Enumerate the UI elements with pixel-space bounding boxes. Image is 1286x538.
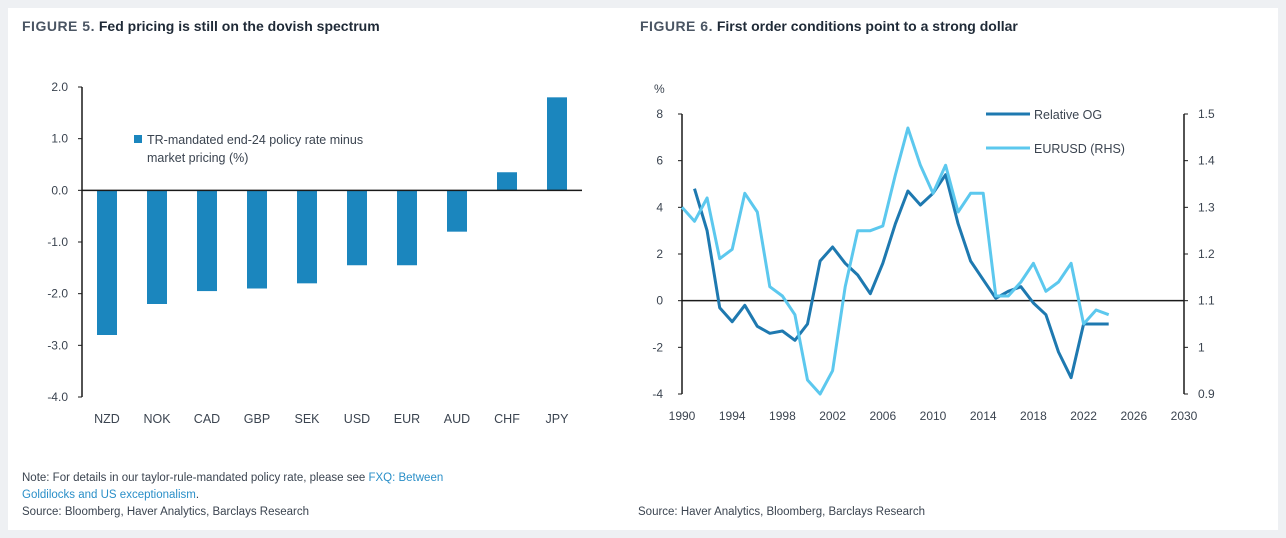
x-tick-label: 2002 xyxy=(819,409,846,423)
right-y-tick-label: 1.4 xyxy=(1198,154,1215,168)
note-suffix: . xyxy=(195,489,200,501)
bar-nok xyxy=(147,190,167,304)
right-y-tick-label: 1 xyxy=(1198,340,1205,354)
bar-jpy xyxy=(547,97,567,191)
figure5-source: Source: Bloomberg, Haver Analytics, Barc… xyxy=(22,506,309,518)
x-tick-label: 1998 xyxy=(769,409,796,423)
x-tick-label: 2030 xyxy=(1171,409,1198,423)
y-tick-label: -1.0 xyxy=(47,235,68,249)
left-y-tick-label: 2 xyxy=(656,247,663,261)
x-tick-label: 1994 xyxy=(719,409,746,423)
left-y-tick-label: 8 xyxy=(656,107,663,121)
figure5-label: FIGURE 5. xyxy=(22,18,95,34)
x-tick-label: 2010 xyxy=(920,409,947,423)
right-y-tick-label: 1.5 xyxy=(1198,107,1215,121)
y-tick-label: 2.0 xyxy=(51,80,68,94)
x-tick-label: 2014 xyxy=(970,409,997,423)
series-line-eurusd-rhs xyxy=(680,126,1110,396)
figure6-source: Source: Haver Analytics, Bloomberg, Barc… xyxy=(638,506,925,518)
figure5-note: Note: For details in our taylor-rule-man… xyxy=(22,470,602,521)
y-tick-label: -3.0 xyxy=(47,338,68,352)
right-y-tick-label: 1.1 xyxy=(1198,294,1215,308)
series-line-relative-og xyxy=(693,173,1109,380)
y-tick-label: 0.0 xyxy=(51,183,68,197)
left-y-tick-label: 4 xyxy=(656,200,663,214)
x-tick-label: 2022 xyxy=(1070,409,1097,423)
x-tick-label-aud: AUD xyxy=(444,412,470,426)
figure5-legend: TR-mandated end-24 policy rate minus mar… xyxy=(134,133,363,165)
note-link-part2[interactable]: Goldilocks and US exceptionalism xyxy=(22,489,196,501)
figure5-bar-chart: 2.0 1.0 0.0 -1.0 -2.0 -3.0 -4.0 NZD NOK CAD GBP SEK… xyxy=(47,80,582,426)
figure6-title-text: First order conditions point to a strong… xyxy=(716,18,1018,34)
x-tick-label: 1990 xyxy=(669,409,696,423)
bar-aud xyxy=(447,190,467,232)
right-y-tick-label: 0.9 xyxy=(1198,387,1215,401)
x-tick-label-eur: EUR xyxy=(394,412,420,426)
right-y-tick-label: 1.3 xyxy=(1198,200,1215,214)
bar-sek xyxy=(297,190,317,284)
x-tick-label-gbp: GBP xyxy=(244,412,270,426)
y-tick-label: -2.0 xyxy=(47,287,68,301)
left-y-tick-label: 0 xyxy=(656,294,663,308)
figure6-legend: Relative OG EURUSD (RHS) xyxy=(986,108,1125,156)
x-tick-label: 2006 xyxy=(869,409,896,423)
legend-line-1: TR-mandated end-24 policy rate minus xyxy=(147,133,363,147)
figure6-title: FIGURE 6. First order conditions point t… xyxy=(640,18,1018,34)
right-y-tick-label: 1.2 xyxy=(1198,247,1215,261)
figure5-title: FIGURE 5. Fed pricing is still on the do… xyxy=(22,18,380,34)
left-axis-unit: % xyxy=(654,82,665,96)
figure5-title-text: Fed pricing is still on the dovish spect… xyxy=(98,18,380,34)
y-tick-label: -4.0 xyxy=(47,390,68,404)
bar-gbp xyxy=(247,190,267,289)
bar-usd xyxy=(347,190,367,266)
x-tick-label-nzd: NZD xyxy=(94,412,120,426)
x-tick-label: 2026 xyxy=(1120,409,1147,423)
legend-label: Relative OG xyxy=(1034,108,1102,122)
note-link-part1[interactable]: FXQ: Between xyxy=(368,472,444,484)
left-y-tick-label: 6 xyxy=(656,154,663,168)
x-tick-label-sek: SEK xyxy=(294,412,320,426)
left-y-tick-label: -4 xyxy=(652,387,663,401)
bar-chf xyxy=(497,172,517,191)
x-tick-label-usd: USD xyxy=(344,412,370,426)
legend-label: EURUSD (RHS) xyxy=(1034,142,1125,156)
x-tick-label: 2018 xyxy=(1020,409,1047,423)
left-y-tick-label: -2 xyxy=(652,340,663,354)
legend-swatch-policy-rate xyxy=(134,135,142,143)
x-tick-label-cad: CAD xyxy=(194,412,220,426)
y-tick-label: 1.0 xyxy=(51,132,68,146)
bar-nzd xyxy=(97,190,117,335)
figure6-label: FIGURE 6. xyxy=(640,18,713,34)
x-tick-label-jpy: JPY xyxy=(546,412,570,426)
bar-eur xyxy=(397,190,417,266)
note-text: Note: For details in our taylor-rule-man… xyxy=(22,472,369,484)
x-tick-label-nok: NOK xyxy=(143,412,171,426)
figure6-line-chart: % 8 6 4 2 0 -2 -4 1.5 1.4 1.3 1.2 1.1 1 0.9 1990 1994 199… xyxy=(652,82,1215,423)
x-tick-label-chf: CHF xyxy=(494,412,520,426)
bar-cad xyxy=(197,190,217,292)
legend-line-2: market pricing (%) xyxy=(147,151,248,165)
